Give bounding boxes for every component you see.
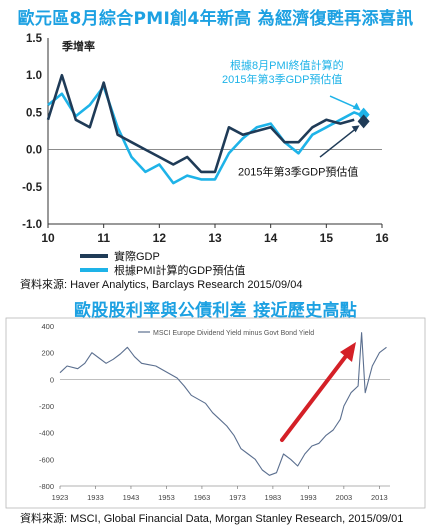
x-tick-label: 1993 [300, 493, 317, 502]
annotation-actual-arrow [319, 126, 359, 158]
y-tick-label: 400 [41, 322, 54, 331]
y-tick-label: 0.0 [26, 145, 42, 157]
x-tick-label: 1973 [229, 493, 246, 502]
x-tick-label: 1923 [52, 493, 69, 502]
y-tick-label: -800 [39, 482, 54, 491]
y-tick-label: 0 [50, 375, 54, 384]
x-tick-label: 16 [375, 231, 389, 245]
bottom-chart-title: 歐股股利率與公債利差 接近歷史高點 [73, 301, 358, 321]
annotation-estimate-arrowhead [352, 102, 361, 111]
x-tick-label: 11 [97, 231, 110, 245]
x-tick-label: 1983 [265, 493, 282, 502]
actual-marker [357, 114, 370, 129]
top-chart-title: 歐元區8月綜合PMI創4年新高 為經濟復甦再添喜訊 [17, 9, 414, 29]
bottom-chart-source: 資料來源: MSCI, Global Financial Data, Morga… [20, 513, 404, 525]
y-axis-label: 季增率 [61, 39, 95, 53]
y-tick-label: 1.5 [26, 33, 43, 45]
annotation-estimate-line1: 根據8月PMI終值計算的 [230, 58, 344, 72]
trend-arrow-shaft [280, 354, 348, 442]
msci-chart: 400 200 0 -200 -400 -600 -800 1923 1933 1943 1953 1… [5, 317, 426, 509]
y-tick-label: -0.5 [22, 182, 42, 194]
annotation-estimate-arrow [329, 95, 359, 110]
actual-gdp-line [46, 73, 355, 174]
x-tick-label: 1963 [194, 493, 211, 502]
x-tick-label: 2013 [371, 493, 388, 502]
y-tick-label: 1.0 [26, 70, 42, 82]
x-tick-label: 2003 [336, 493, 353, 502]
y-tick-label: 0.5 [26, 107, 43, 119]
x-tick-label: 1943 [123, 493, 140, 502]
chart-frame [5, 317, 426, 509]
trend-arrow-head [340, 342, 356, 362]
x-tick-label: 1953 [158, 493, 175, 502]
top-chart-source: 資料來源: Haver Analytics, Barclays Research… [20, 279, 303, 291]
x-tick-label: 1933 [87, 493, 104, 502]
y-tick-label: -200 [39, 402, 54, 411]
x-tick-label: 10 [41, 231, 55, 245]
annotation-estimate-line2: 2015年第3季GDP預估值 [222, 72, 342, 86]
y-tick-label: -1.0 [22, 219, 42, 231]
y-tick-label: -400 [39, 429, 54, 438]
annotation-actual-arrowhead [351, 125, 360, 133]
x-tick-label: 12 [153, 231, 167, 245]
y-tick-label: -600 [39, 455, 54, 464]
legend-label-actual: 實際GDP [114, 249, 160, 263]
gdp-chart: 1.5 1.0 0.5 0.0 -0.5 -1.010 11 12 13 14 15 16 季增率根據… [22, 33, 389, 277]
legend-label-msci: MSCI Europe Dividend Yield minus Govt Bo… [153, 330, 314, 337]
legend-label-estimate: 根據PMI計算的GDP預估值 [114, 263, 245, 277]
x-tick-label: 14 [264, 231, 278, 245]
msci-spread-line [59, 332, 387, 476]
annotation-actual: 2015年第3季GDP預估值 [238, 165, 358, 179]
y-tick-label: 200 [41, 349, 54, 358]
x-tick-label: 13 [208, 231, 222, 245]
x-tick-label: 15 [320, 231, 334, 245]
